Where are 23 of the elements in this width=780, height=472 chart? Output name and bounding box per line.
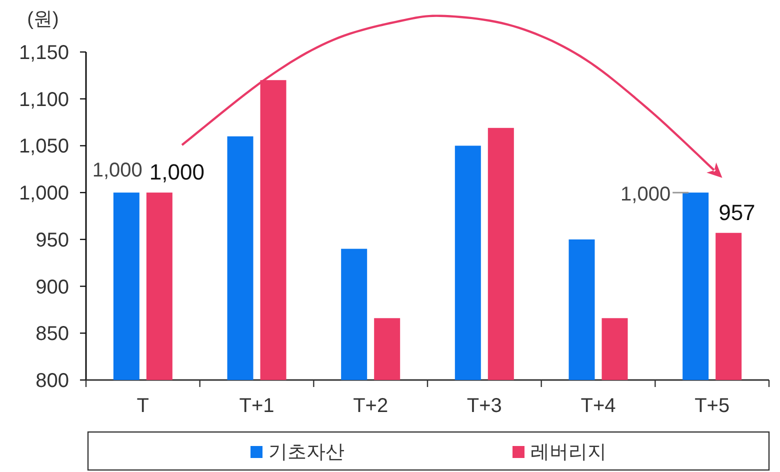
data-label: 1,000 [620,184,671,206]
x-tick-label: T+4 [580,395,616,417]
y-tick-label: 1,100 [18,88,69,111]
legend-item: 기초자산 [250,442,344,463]
data-label: 957 [718,200,756,225]
x-tick-label: T [136,395,150,417]
x-tick-label: T+3 [466,395,502,417]
x-tick-label: T+1 [239,395,274,417]
legend-label: 레버리지 [530,442,606,463]
y-tick-label: 1,000 [18,182,69,205]
y-tick-label: 850 [36,323,69,346]
data-label: 1,000 [92,160,142,182]
data-label: 1,000 [149,160,204,185]
legend-item: 레버리지 [512,442,606,463]
y-tick-label: 1,150 [18,42,69,64]
legend-label: 기초자산 [268,442,344,463]
y-tick-label: 1,050 [18,136,69,158]
y-tick-label: 800 [36,370,69,392]
y-tick-label: 900 [36,276,69,298]
y-tick-label: 950 [36,229,69,252]
x-tick-label: T+2 [353,395,388,417]
y-axis-title: (원) [27,9,59,30]
x-tick-label: T+5 [694,395,730,417]
